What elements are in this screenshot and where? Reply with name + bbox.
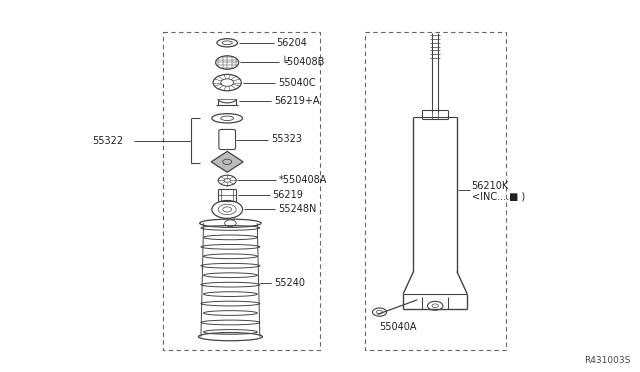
Text: R431003S: R431003S bbox=[584, 356, 630, 365]
Text: 56204: 56204 bbox=[276, 38, 307, 48]
Polygon shape bbox=[211, 151, 243, 172]
Text: ╘50408B: ╘50408B bbox=[282, 58, 325, 67]
Text: 55240: 55240 bbox=[274, 278, 305, 288]
Text: 55323: 55323 bbox=[271, 135, 301, 144]
Text: 55322: 55322 bbox=[92, 136, 124, 145]
Text: 55040C: 55040C bbox=[278, 78, 316, 87]
Text: 56219: 56219 bbox=[273, 190, 303, 200]
Bar bbox=[365, 32, 506, 350]
Text: <INC....■ ): <INC....■ ) bbox=[472, 192, 525, 201]
Bar bbox=[163, 32, 320, 350]
Text: *550408A: *550408A bbox=[279, 176, 328, 185]
Text: 56219+A: 56219+A bbox=[274, 96, 319, 106]
Text: 55248N: 55248N bbox=[278, 205, 316, 214]
Text: 55040A: 55040A bbox=[379, 323, 417, 332]
Text: 56210K: 56210K bbox=[472, 181, 509, 191]
